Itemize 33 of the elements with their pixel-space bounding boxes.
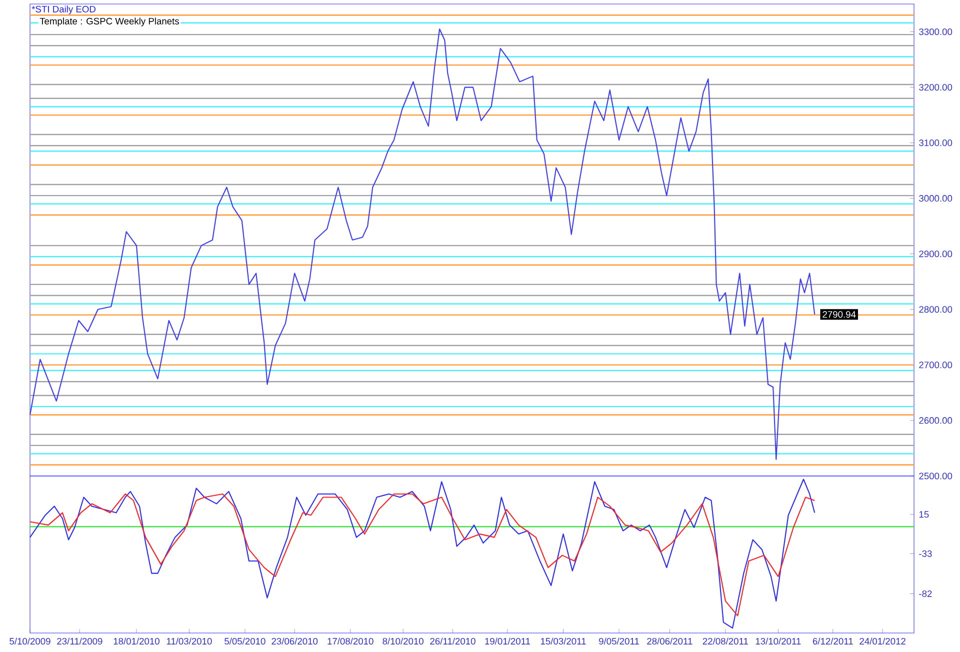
x-tick-label: 13/10/2011 xyxy=(756,638,801,645)
y-tick-label: 2600.00 xyxy=(919,417,952,424)
x-tick-label: 24/01/2012 xyxy=(860,638,906,645)
x-tick-label: 23/11/2009 xyxy=(57,638,102,645)
y-tick-label: 3100.00 xyxy=(919,140,952,146)
y-tick-label: 3300.00 xyxy=(919,28,952,36)
x-tick-label: 26/11/2010 xyxy=(430,638,476,645)
x-tick-label: 11/03/2010 xyxy=(166,638,212,645)
x-tick-label: 18/01/2010 xyxy=(114,638,160,645)
x-tick-label: 28/06/2011 xyxy=(647,638,692,645)
y-tick-label: -82 xyxy=(919,590,932,598)
y-tick-label: 3200.00 xyxy=(919,84,952,91)
x-tick-label: 6/12/2011 xyxy=(812,638,853,645)
y-tick-label: -33 xyxy=(919,550,932,557)
x-tick-label: 5/10/2009 xyxy=(10,638,50,645)
x-tick-label: 19/01/2011 xyxy=(485,638,530,645)
x-tick-label: 9/05/2011 xyxy=(599,638,639,645)
y-tick-label: 2500.00 xyxy=(919,472,952,480)
x-tick-label: 17/08/2010 xyxy=(328,638,374,645)
chart-title: *STI Daily EOD xyxy=(32,6,96,14)
y-tick-label: 2900.00 xyxy=(919,250,952,258)
x-tick-label: 8/10/2010 xyxy=(382,638,424,645)
y-tick-label: 2700.00 xyxy=(919,362,952,368)
x-tick-label: 15/03/2011 xyxy=(540,638,586,645)
x-tick-label: 23/06/2010 xyxy=(272,638,318,645)
y-tick-label: 15 xyxy=(919,511,929,518)
y-tick-label: 2800.00 xyxy=(919,306,952,313)
annotation: 2790.94 xyxy=(822,311,856,318)
y-tick-label: 3000.00 xyxy=(919,195,952,202)
x-tick-label: 5/05/2010 xyxy=(224,638,266,645)
text: Template : GSPC Weekly Planets xyxy=(40,18,179,26)
x-tick-label: 22/08/2011 xyxy=(702,638,748,645)
line-series xyxy=(29,493,816,616)
